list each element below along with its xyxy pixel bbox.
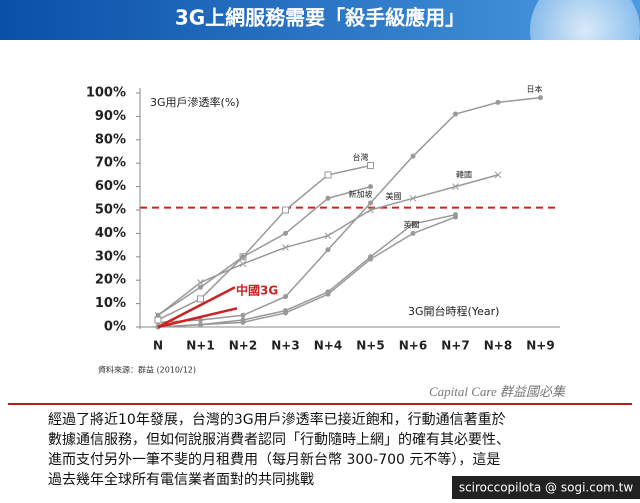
content-bg <box>0 40 640 499</box>
point <box>367 206 374 214</box>
point <box>367 162 374 170</box>
y-axis-label: 3G用戶滲透率(%) <box>150 95 240 109</box>
x-tick-label: N <box>153 339 163 353</box>
source: 資料來源：群益 (2010/12) <box>98 365 196 375</box>
series-line <box>157 216 456 328</box>
point <box>239 260 247 268</box>
y-tick-label: 10% <box>95 296 126 311</box>
point <box>410 153 416 159</box>
y-tick-label: 30% <box>95 249 126 264</box>
y-tick-label: 100% <box>86 86 126 101</box>
series-line <box>157 185 371 316</box>
y-tick-label: 50% <box>95 203 126 218</box>
point <box>282 206 289 214</box>
point <box>452 183 459 190</box>
point <box>282 244 289 251</box>
point <box>494 171 502 179</box>
x-tick-label: N+1 <box>186 339 214 353</box>
x-tick-label: N+4 <box>314 339 342 353</box>
point <box>368 184 373 190</box>
header-title: 3G上網服務需要「殺手級應用」 <box>175 6 465 30</box>
series-label: 韓國 <box>456 169 472 179</box>
point <box>197 295 204 303</box>
point <box>410 230 416 236</box>
y-tick-label: 20% <box>95 273 126 288</box>
series-label: 美國 <box>386 191 402 201</box>
point <box>495 99 501 105</box>
point <box>198 284 203 290</box>
series-label: 英國 <box>404 220 420 230</box>
x-tick-label: N+5 <box>356 339 384 353</box>
watermark: sciroccopilota @ sogi.com.tw <box>459 481 634 495</box>
y-tick-label: 80% <box>95 132 126 147</box>
body-line: 進而支付另外一筆不斐的月租費用（每月新台幣 300-700 元不等），這是 <box>48 451 500 468</box>
point <box>324 171 332 179</box>
point <box>283 230 288 236</box>
point <box>410 221 416 227</box>
annotation: 中國3G <box>236 283 278 298</box>
point <box>240 254 246 260</box>
y-tick-label: 90% <box>95 109 126 124</box>
point <box>154 311 162 319</box>
watermark-bg <box>452 476 640 499</box>
y-tick-label: 60% <box>95 179 126 194</box>
point <box>325 291 331 297</box>
body-line: 數據通信服務，但如何說服消費者認同「行動隨時上網」的確有其必要性、 <box>48 431 510 448</box>
series-line <box>157 96 541 324</box>
body-text: 經過了將近10年發展，台灣的3G用戶滲透率已接近飽和，行動通信著重於數據通信服務… <box>48 411 510 488</box>
point <box>283 310 288 316</box>
point <box>453 214 458 220</box>
x-tick-label: N+8 <box>484 339 512 353</box>
point <box>324 232 332 240</box>
point <box>453 111 458 117</box>
x-tick-label: N+9 <box>526 339 554 353</box>
series-label: 新加坡 <box>349 189 373 199</box>
point <box>538 95 543 101</box>
body-line: 經過了將近10年發展，台灣的3G用戶滲透率已接近飽和，行動通信著重於 <box>48 411 506 428</box>
chart: 0% 10% 20% 30% 40% 50% 60% 70% 80% 90% 100% N N+1 N+2… <box>86 84 560 375</box>
point <box>368 256 373 262</box>
x-tick-label: N+6 <box>399 339 427 353</box>
series-line <box>157 164 371 321</box>
point <box>198 317 203 323</box>
point <box>409 194 417 202</box>
y-tick-label: 0% <box>104 320 126 335</box>
x-tick-label: N+2 <box>229 339 257 353</box>
x-axis-label: 3G開台時程(Year) <box>408 304 499 318</box>
point <box>197 279 204 286</box>
series-label: 台灣 <box>353 152 369 162</box>
annotation-arrow <box>157 286 238 329</box>
point <box>368 200 373 206</box>
body-line: 過去幾年全球所有電信業者面對的共同挑戰 <box>48 471 314 488</box>
point <box>240 312 246 318</box>
point <box>325 195 331 201</box>
y-tick-label: 40% <box>95 226 126 241</box>
point <box>325 247 331 253</box>
series-label: 日本 <box>527 84 543 94</box>
point <box>198 322 203 328</box>
x-tick-label: N+3 <box>271 339 299 353</box>
point <box>283 294 288 300</box>
x-tick-label: N+7 <box>441 339 469 353</box>
point <box>240 319 246 325</box>
y-tick-label: 70% <box>95 156 126 171</box>
logo: Capital Care 群益國必集 <box>429 384 566 399</box>
